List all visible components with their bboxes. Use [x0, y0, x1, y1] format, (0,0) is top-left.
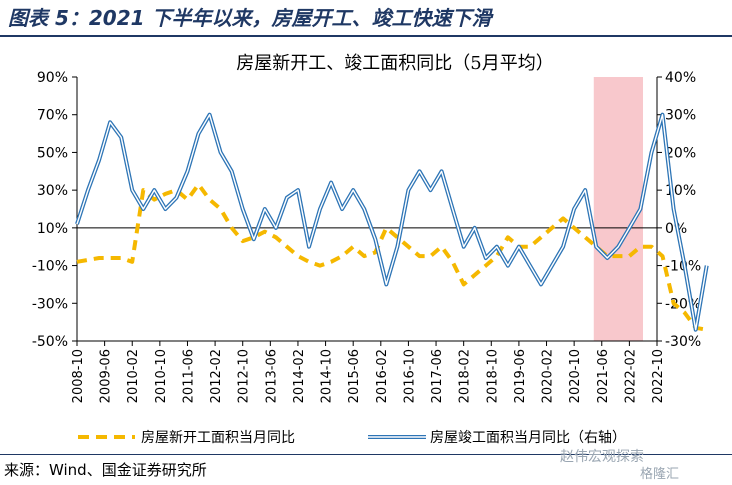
x-tick-label: 2022-10: [651, 349, 666, 403]
x-tick-label: 2017-06: [430, 349, 445, 403]
left-tick-label: 30%: [37, 183, 68, 199]
left-axis: 90% 70% 50% 30% 10% -10% -30% -50%: [32, 70, 77, 350]
shaded-period: [593, 77, 643, 341]
series-layer: [75, 112, 709, 332]
x-tick-label: 2012-10: [237, 349, 252, 403]
x-tick-label: 2022-02: [623, 349, 638, 403]
left-tick-label: 50%: [37, 145, 68, 161]
watermark: 赵伟宏观探索: [560, 449, 644, 465]
x-axis: 2008-10 2009-06 2010-02 2010-10 2011-06 2012-…: [71, 341, 666, 403]
right-tick-label: 20%: [665, 145, 696, 161]
x-tick-label: 2010-02: [126, 349, 141, 403]
x-tick-label: 2018-02: [458, 349, 473, 403]
x-tick-label: 2016-02: [375, 349, 390, 403]
left-tick-label: 10%: [37, 221, 68, 237]
legend-start-label: 房屋新开工面积当月同比: [141, 430, 295, 446]
right-tick-label: -20%: [665, 296, 701, 312]
left-tick-label: -50%: [32, 334, 68, 350]
x-tick-label: 2021-06: [596, 349, 611, 403]
x-tick-label: 2020-02: [541, 349, 556, 403]
x-tick-label: 2010-10: [154, 349, 169, 403]
title-rule: [0, 35, 732, 37]
chart-title: 房屋新开工、竣工面积同比（5月平均）: [236, 53, 553, 74]
bottom-rule: [0, 454, 732, 455]
legend-complete-label: 房屋竣工面积当月同比（右轴）: [430, 430, 626, 446]
left-tick-label: -10%: [32, 259, 68, 275]
x-tick-label: 2014-02: [292, 349, 307, 403]
x-tick-label: 2018-10: [485, 349, 500, 403]
right-axis: 40%30%20%10%0%-10%-20%-30%: [657, 70, 701, 350]
x-tick-label: 2011-06: [181, 349, 196, 403]
left-tick-label: 90%: [37, 70, 68, 86]
chart: 房屋新开工、竣工面积同比（5月平均） 90% 70% 50% 30% 10% -10% -3…: [32, 53, 709, 446]
x-tick-label: 2013-06: [264, 349, 279, 403]
series-completion-line-inner: [76, 114, 708, 331]
x-tick-label: 2016-10: [402, 349, 417, 403]
source-note: 来源：Wind、国金证券研究所: [4, 461, 207, 479]
x-tick-label: 2012-02: [209, 349, 224, 403]
x-tick-label: 2008-10: [71, 349, 86, 403]
x-tick-label: 2020-10: [568, 349, 583, 403]
right-tick-label: 30%: [665, 108, 696, 124]
left-tick-label: -30%: [32, 296, 68, 312]
left-tick-label: 70%: [37, 108, 68, 124]
x-tick-label: 2009-06: [99, 349, 114, 403]
right-tick-label: -30%: [665, 334, 701, 350]
x-tick-label: 2015-06: [347, 349, 362, 403]
x-tick-label: 2014-10: [320, 349, 335, 403]
right-tick-label: 40%: [665, 70, 696, 86]
figure-title: 图表 5：2021 下半年以来，房屋开工、竣工快速下滑: [8, 6, 492, 30]
x-tick-label: 2019-06: [513, 349, 528, 403]
watermark-2: 格隆汇: [640, 467, 680, 482]
legend: 房屋新开工面积当月同比 房屋竣工面积当月同比（右轴）: [78, 430, 626, 446]
